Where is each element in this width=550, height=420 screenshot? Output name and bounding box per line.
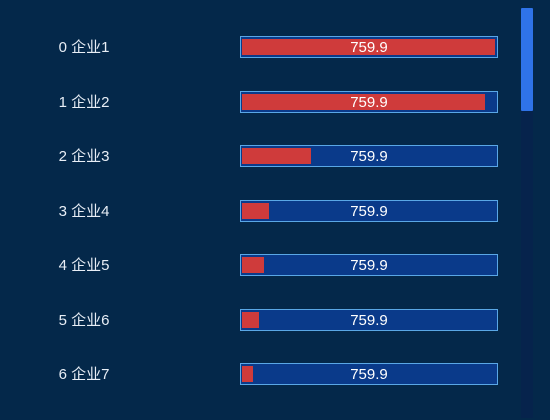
bar-fill bbox=[242, 311, 259, 328]
bar-value: 759.9 bbox=[350, 311, 388, 329]
row-label: 6 企业7 bbox=[58, 366, 110, 383]
list-row-2: 1 企业2 759.9 bbox=[0, 88, 515, 118]
value-bar: 759.9 bbox=[240, 363, 498, 385]
list-row-5: 4 企业5 759.9 bbox=[0, 251, 515, 281]
bar-fill bbox=[242, 202, 269, 219]
row-label: 0 企业1 bbox=[58, 39, 110, 56]
bar-fill bbox=[242, 39, 495, 55]
bar-fill bbox=[242, 257, 264, 273]
list-row-6: 5 企业6 759.9 bbox=[0, 306, 515, 336]
value-bar: 759.9 bbox=[240, 36, 498, 58]
row-label: 5 企业6 bbox=[58, 311, 110, 329]
bar-value: 759.9 bbox=[350, 148, 388, 165]
value-bar: 759.9 bbox=[240, 254, 498, 276]
value-bar: 759.9 bbox=[240, 199, 498, 222]
value-bar: 759.9 bbox=[240, 145, 498, 167]
list-row-4: 3 企业4 759.9 bbox=[0, 197, 515, 227]
row-label: 2 企业3 bbox=[58, 148, 110, 165]
row-label: 4 企业5 bbox=[58, 257, 110, 274]
bar-fill bbox=[242, 148, 311, 164]
bar-value: 759.9 bbox=[350, 202, 388, 220]
bar-fill bbox=[242, 366, 253, 382]
bar-value: 759.9 bbox=[350, 93, 388, 111]
bar-value: 759.9 bbox=[350, 257, 388, 274]
bar-value: 759.9 bbox=[350, 366, 388, 383]
value-bar: 759.9 bbox=[240, 90, 498, 113]
value-bar: 759.9 bbox=[240, 308, 498, 331]
bar-fill bbox=[242, 93, 485, 110]
row-label: 3 企业4 bbox=[58, 202, 110, 220]
list-row-1: 0 企业1 759.9 bbox=[0, 33, 515, 63]
row-label: 1 企业2 bbox=[58, 93, 110, 111]
list-row-7: 6 企业7 759.9 bbox=[0, 360, 515, 390]
bar-value: 759.9 bbox=[350, 39, 388, 56]
company-list: 0 企业1 759.9 1 企业2 759.9 2 企业3 759.9 3 企业… bbox=[0, 33, 515, 390]
list-row-3: 2 企业3 759.9 bbox=[0, 142, 515, 172]
scrollbar-thumb[interactable] bbox=[521, 8, 533, 111]
vertical-scrollbar[interactable] bbox=[521, 8, 533, 418]
